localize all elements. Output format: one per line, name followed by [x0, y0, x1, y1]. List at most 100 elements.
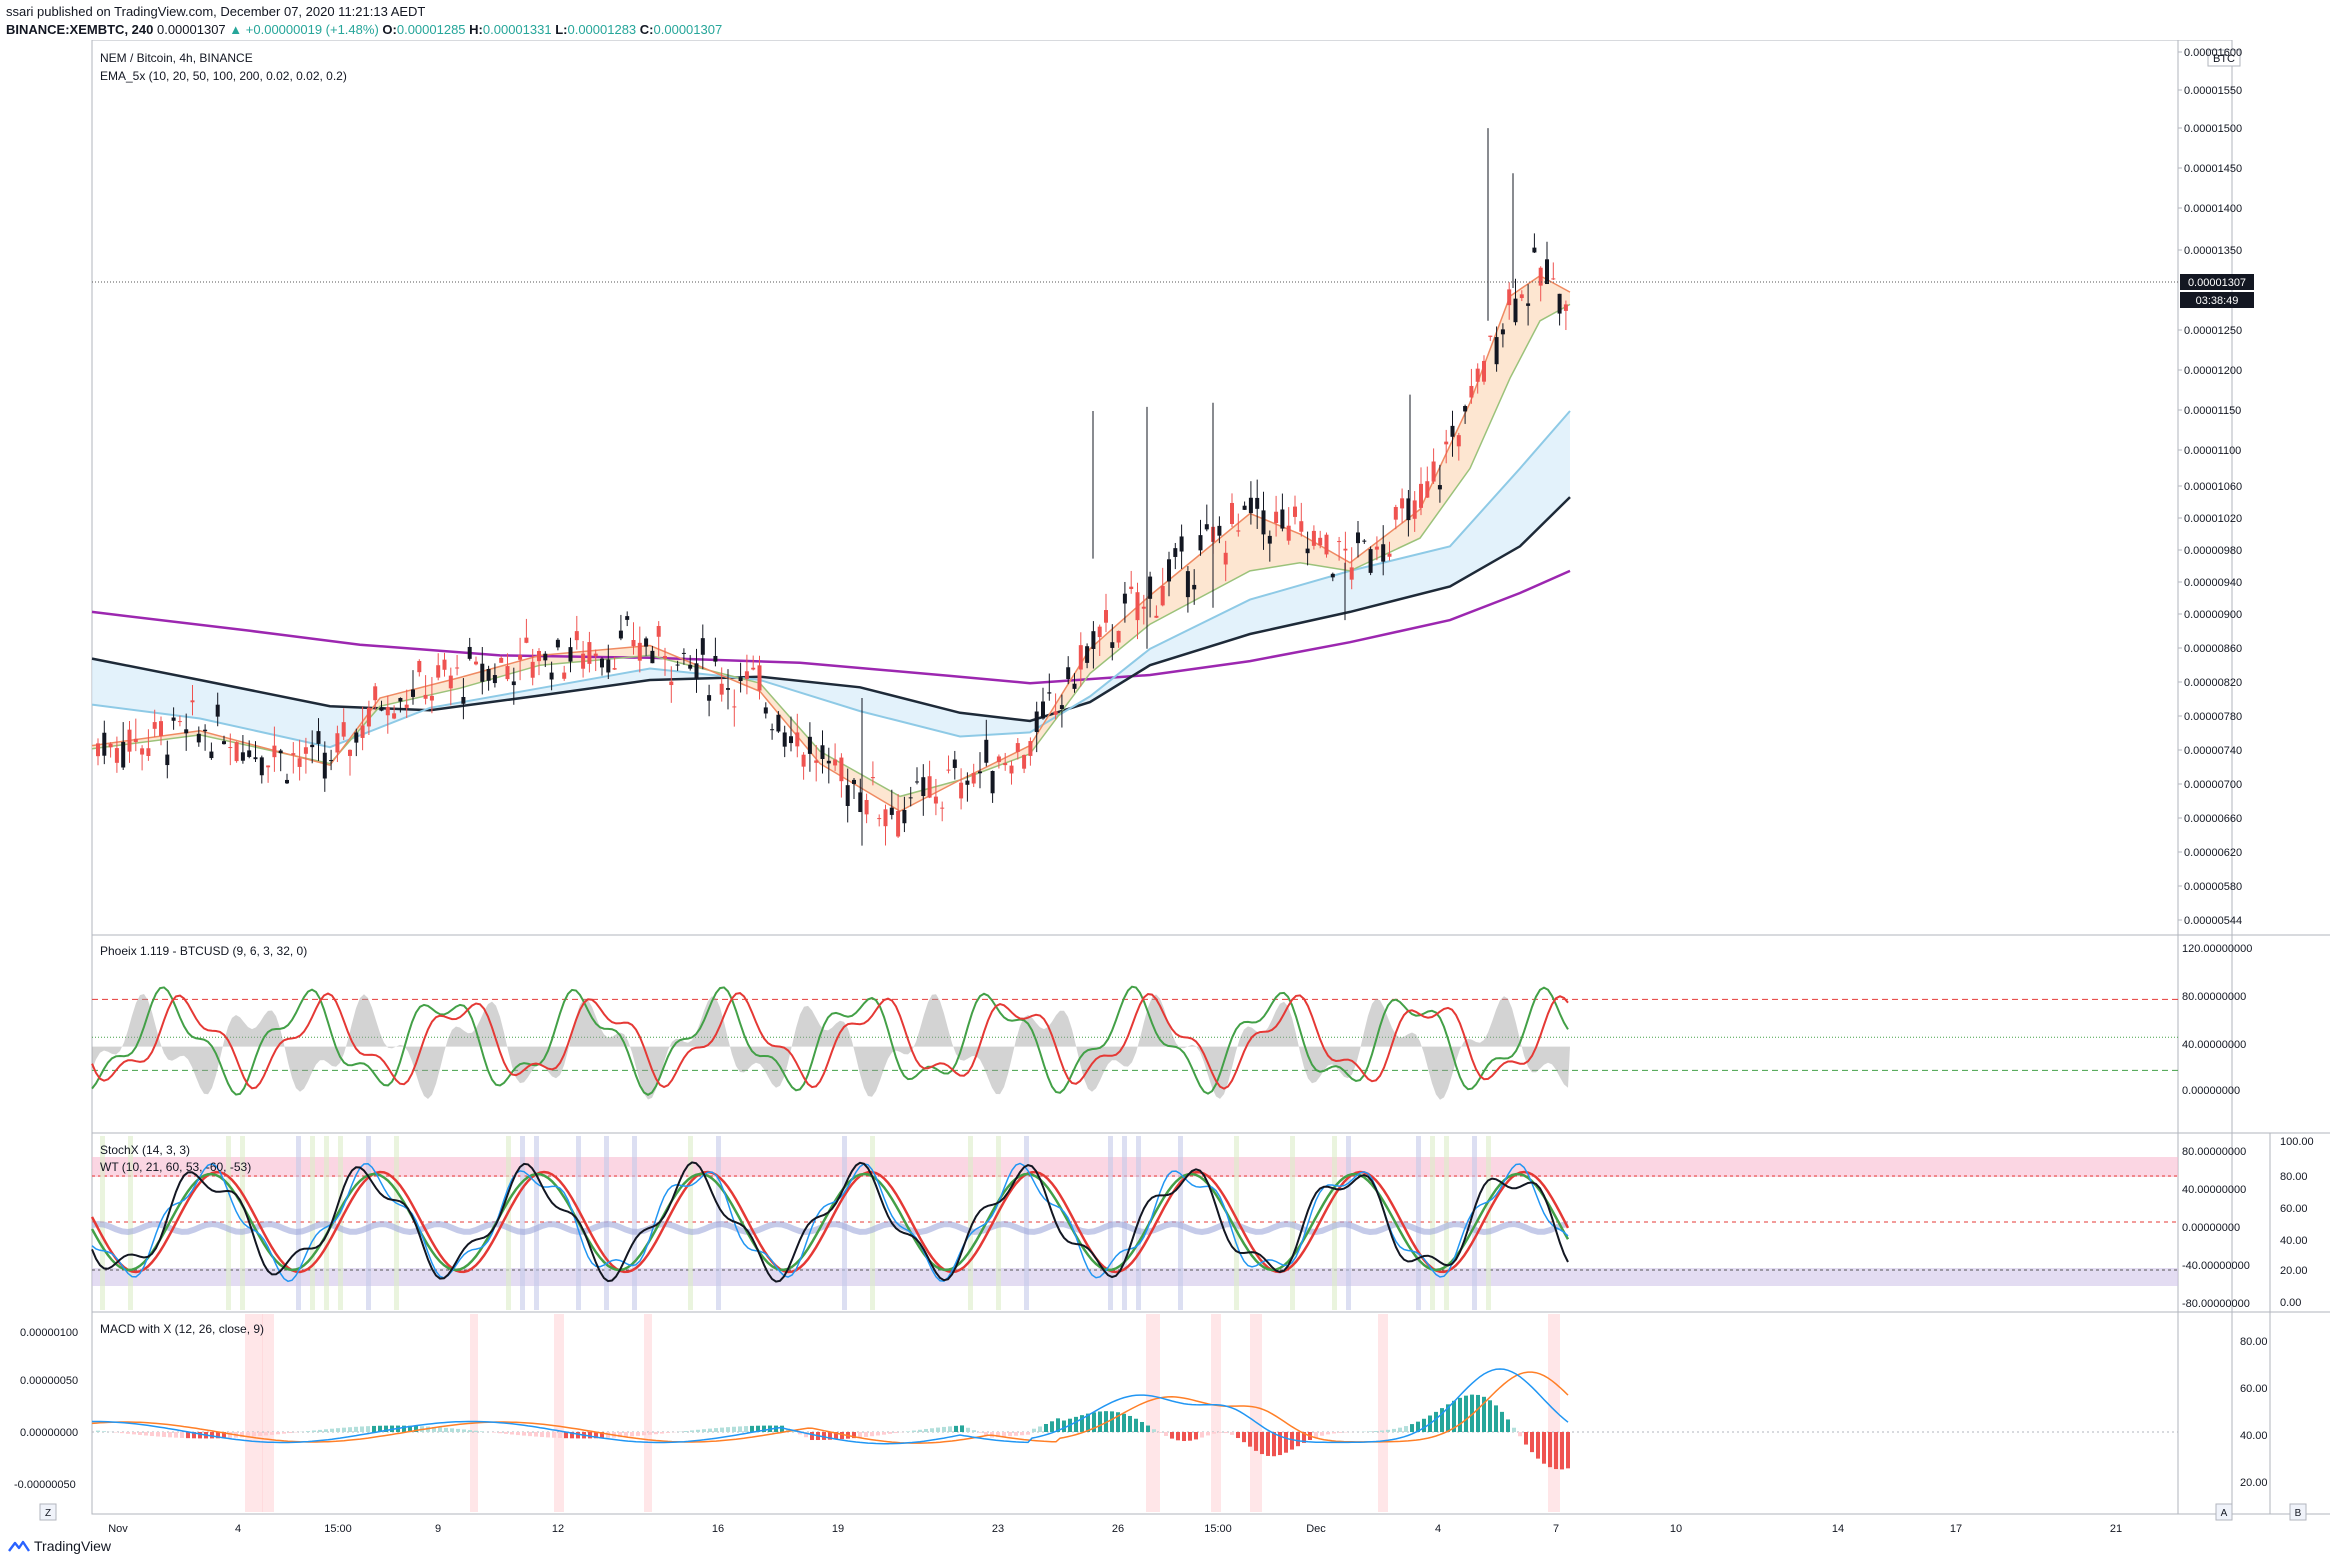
- candle-body: [1261, 510, 1266, 535]
- tradingview-logo[interactable]: TradingView: [8, 1538, 111, 1554]
- macd-histogram-bar: [432, 1426, 436, 1432]
- candle-body: [1393, 506, 1398, 520]
- macd-histogram-bar: [1548, 1432, 1552, 1468]
- candle-body: [133, 738, 138, 742]
- macd-histogram-bar: [1302, 1432, 1306, 1443]
- stoch-right-tick-20: 20.00: [2280, 1265, 2308, 1277]
- candle-body: [915, 781, 919, 783]
- candle-body: [518, 655, 523, 660]
- price-tick-label: 0.00000660: [2184, 813, 2242, 825]
- macd-histogram-bar: [564, 1432, 568, 1439]
- macd-histogram-bar: [222, 1432, 226, 1439]
- macd-histogram-bar: [1542, 1432, 1546, 1464]
- macd-histogram-bar: [1038, 1426, 1042, 1432]
- candle-body: [1507, 289, 1512, 306]
- macd-signal-bar: [1250, 1314, 1262, 1512]
- candle-body: [1104, 610, 1108, 623]
- macd-histogram-bar: [918, 1429, 922, 1432]
- currency-badge[interactable]: [2207, 49, 2241, 67]
- stoch-d-line: [90, 1170, 1570, 1274]
- candle-body: [713, 655, 718, 662]
- macd-histogram-bar: [720, 1427, 724, 1432]
- candle-body: [253, 757, 258, 760]
- price-tick-label: 0.00000700: [2184, 779, 2242, 791]
- candle-body: [429, 695, 434, 701]
- macd-histogram-bar: [252, 1432, 256, 1437]
- chart-canvas[interactable]: NEM / Bitcoin, 4h, BINANCE EMA_5x (10, 2…: [0, 40, 2330, 1534]
- log-scale-button[interactable]: [2289, 1503, 2307, 1521]
- candle-body: [215, 704, 220, 717]
- macd-histogram-bar: [1290, 1432, 1294, 1450]
- candle-body: [373, 686, 378, 701]
- candle-body: [348, 749, 352, 756]
- macd-histogram-bar: [1482, 1396, 1486, 1432]
- candle-body: [303, 747, 308, 754]
- candle-body: [1431, 461, 1436, 482]
- candle-body: [1274, 511, 1279, 524]
- candle-body: [1437, 485, 1442, 490]
- signal-bar: [394, 1136, 399, 1310]
- macd-pane[interactable]: [91, 1314, 2178, 1512]
- ema20-line: [91, 303, 1571, 798]
- time-label-dec21: 21: [2110, 1523, 2122, 1534]
- signal-bar: [1024, 1136, 1029, 1310]
- macd-histogram-bar: [246, 1432, 250, 1437]
- auto-scale-button[interactable]: [2215, 1503, 2233, 1521]
- macd-histogram-bar: [972, 1430, 976, 1432]
- candle-body: [1041, 701, 1045, 719]
- candle-body: [1557, 293, 1562, 314]
- macd-histogram-bar: [1452, 1400, 1456, 1432]
- candle-body: [1135, 592, 1140, 621]
- candle-body: [1034, 711, 1039, 733]
- candle-body: [335, 733, 340, 753]
- signal-bar: [226, 1136, 231, 1310]
- stochx-wt-pane[interactable]: [90, 1136, 2178, 1310]
- candle-body: [1192, 584, 1197, 590]
- macd-histogram-bar: [438, 1427, 442, 1432]
- macd-histogram-bar: [1242, 1432, 1246, 1443]
- phoeix-title: Phoeix 1.119 - BTCUSD (9, 6, 3, 32, 0): [100, 944, 307, 958]
- macd-histogram-bar: [750, 1425, 754, 1432]
- signal-bar: [506, 1136, 511, 1310]
- log-scale-label: B: [2295, 1508, 2302, 1519]
- macd-histogram-bar: [1476, 1394, 1480, 1432]
- candle-body: [272, 745, 277, 758]
- price-tick-label: 0.00001100: [2184, 445, 2241, 457]
- candle-body: [1223, 552, 1228, 565]
- macd-histogram-bar: [1410, 1424, 1414, 1432]
- candle-body: [121, 741, 126, 768]
- candle-body: [1406, 498, 1411, 521]
- candle-body: [1349, 567, 1354, 580]
- main-price-pane[interactable]: [91, 128, 1571, 846]
- macd-histogram-bar: [1272, 1432, 1276, 1457]
- macd-histogram-bar: [270, 1432, 274, 1435]
- time-label-19: 19: [832, 1523, 844, 1534]
- macd-histogram-bar: [264, 1432, 268, 1436]
- candle-body: [1185, 571, 1190, 598]
- candle-body: [1362, 540, 1367, 542]
- zoom-reset-button[interactable]: [39, 1503, 57, 1521]
- phoeix-pane[interactable]: [91, 985, 2178, 1100]
- macd-signal-bar: [1211, 1314, 1221, 1512]
- candle-body: [524, 637, 529, 643]
- candle-body: [486, 668, 491, 681]
- candle-body: [291, 753, 296, 755]
- macd-histogram-bar: [1074, 1416, 1078, 1432]
- time-label-4: 4: [235, 1523, 241, 1534]
- candle-body: [1110, 642, 1115, 648]
- macd-histogram-bar: [630, 1432, 634, 1437]
- signal-bar: [1430, 1136, 1435, 1310]
- candle-body: [1028, 741, 1033, 756]
- macd-histogram-bar: [402, 1425, 406, 1432]
- macd-histogram-bar: [1374, 1431, 1378, 1432]
- macd-histogram-bar: [1470, 1394, 1474, 1432]
- candle-body: [549, 672, 554, 680]
- candle-body: [196, 733, 201, 743]
- candle-body: [1545, 259, 1549, 285]
- macd-histogram-bar: [840, 1432, 844, 1440]
- macd-histogram-bar: [144, 1432, 148, 1436]
- macd-signal-line: [91, 1371, 1569, 1444]
- time-label-1500b: 15:00: [1204, 1523, 1232, 1534]
- signal-bar: [534, 1136, 539, 1310]
- candle-body: [933, 796, 938, 804]
